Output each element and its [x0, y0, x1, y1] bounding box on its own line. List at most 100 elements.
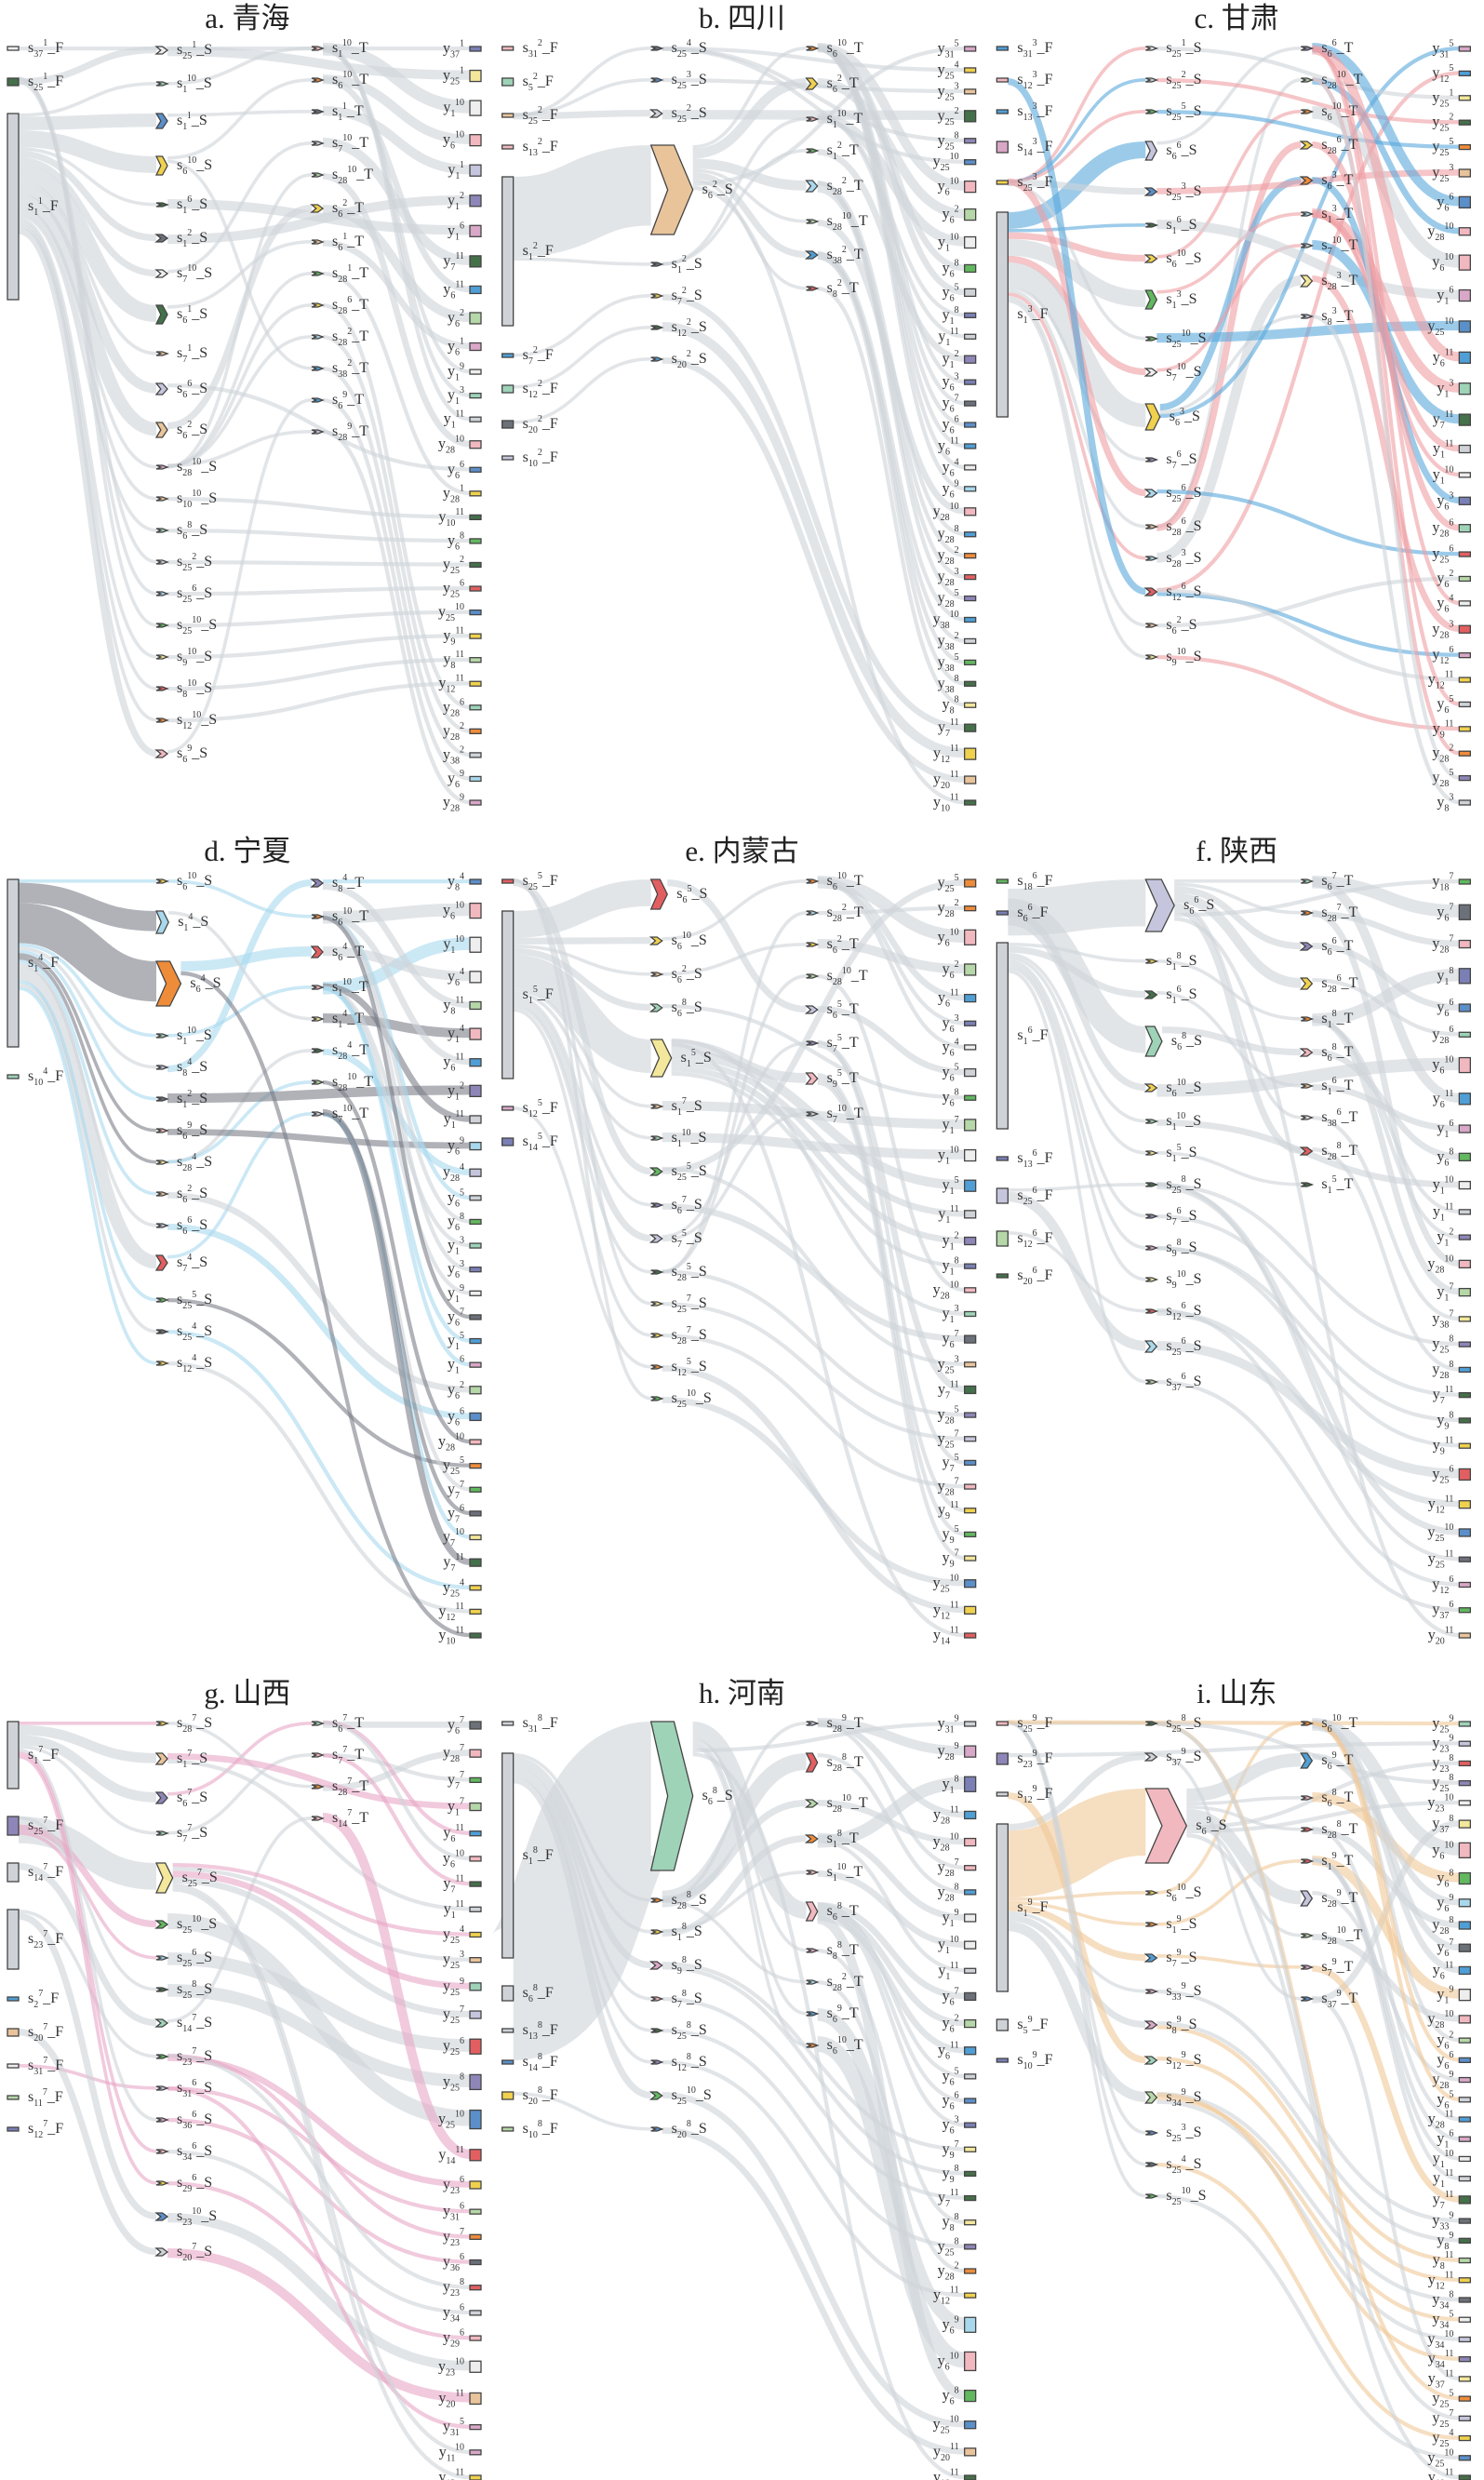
target-node[interactable]	[469, 585, 482, 592]
target-node[interactable]	[469, 2180, 482, 2190]
source-node[interactable]	[501, 2091, 515, 2100]
stage-s-node[interactable]	[650, 1897, 664, 1903]
target-node[interactable]	[964, 1310, 977, 1318]
target-node[interactable]	[469, 1931, 482, 1938]
target-node[interactable]	[964, 1436, 977, 1442]
stage-s-node[interactable]	[650, 1202, 664, 1208]
source-node[interactable]	[501, 910, 515, 1079]
target-node[interactable]	[964, 1210, 977, 1219]
stage-s-node[interactable]	[1143, 1083, 1158, 1093]
stage-t-node[interactable]	[310, 204, 325, 213]
source-node[interactable]	[996, 910, 1009, 916]
target-node[interactable]	[1458, 1031, 1471, 1038]
stage-t-node[interactable]	[806, 910, 820, 916]
target-node[interactable]	[469, 342, 482, 352]
source-node[interactable]	[996, 878, 1009, 884]
stage-s-node[interactable]	[650, 1269, 664, 1275]
stage-s-node[interactable]	[155, 1160, 169, 1165]
target-node[interactable]	[964, 1361, 977, 1368]
target-node[interactable]	[1458, 2455, 1471, 2461]
stage-s-node[interactable]	[1145, 2130, 1159, 2136]
target-node[interactable]	[964, 507, 977, 516]
source-node[interactable]	[996, 1156, 1009, 1161]
target-node[interactable]	[1458, 701, 1471, 708]
stage-t-node[interactable]	[311, 1816, 325, 1821]
target-node[interactable]	[964, 1094, 977, 1101]
stage-s-node[interactable]	[1145, 1922, 1159, 1927]
stage-s-node[interactable]	[154, 749, 169, 758]
target-node[interactable]	[964, 1263, 977, 1269]
stage-t-node[interactable]	[806, 942, 820, 947]
target-node[interactable]	[469, 2038, 482, 2055]
stage-t-node[interactable]	[1299, 942, 1314, 951]
source-node[interactable]	[501, 46, 515, 51]
target-node[interactable]	[1458, 1780, 1471, 1787]
stage-s-node[interactable]	[649, 1039, 673, 1078]
stage-s-node[interactable]	[154, 382, 168, 395]
stage-t-node[interactable]	[806, 116, 820, 122]
stage-t-node[interactable]	[311, 985, 325, 990]
source-node[interactable]	[996, 1721, 1009, 1726]
target-node[interactable]	[469, 100, 482, 116]
stage-s-node[interactable]	[155, 910, 169, 934]
stage-s-node[interactable]	[1145, 654, 1159, 660]
target-node[interactable]	[1458, 1316, 1471, 1322]
target-node[interactable]	[1458, 195, 1471, 209]
target-node[interactable]	[964, 2292, 977, 2299]
target-node[interactable]	[1458, 904, 1471, 920]
source-node[interactable]	[7, 1996, 20, 2002]
stage-s-node[interactable]	[155, 1987, 169, 1992]
stage-t-node[interactable]	[1301, 910, 1315, 916]
stage-s-node[interactable]	[155, 1361, 169, 1366]
target-node[interactable]	[1458, 2136, 1471, 2142]
target-node[interactable]	[469, 2073, 482, 2091]
target-node[interactable]	[1458, 2037, 1471, 2044]
source-node[interactable]	[501, 455, 515, 461]
target-node[interactable]	[1458, 677, 1471, 683]
target-node[interactable]	[469, 2208, 482, 2215]
stage-s-node[interactable]	[154, 304, 168, 325]
stage-s-node[interactable]	[650, 1364, 664, 1370]
stage-s-node[interactable]	[155, 1223, 169, 1228]
target-node[interactable]	[1458, 320, 1471, 333]
stage-t-node[interactable]	[311, 1111, 325, 1117]
target-node[interactable]	[1458, 2297, 1471, 2303]
stage-t-node[interactable]	[804, 1005, 819, 1014]
stage-t-node[interactable]	[806, 973, 820, 979]
target-node[interactable]	[1458, 878, 1471, 885]
stage-s-node[interactable]	[1145, 1213, 1159, 1219]
source-node[interactable]	[7, 2126, 20, 2132]
stage-s-node[interactable]	[155, 623, 169, 628]
source-node[interactable]	[996, 211, 1009, 418]
target-node[interactable]	[964, 1810, 977, 1820]
target-node[interactable]	[469, 1982, 482, 1991]
source-node[interactable]	[501, 176, 515, 327]
target-node[interactable]	[964, 1287, 977, 1294]
target-node[interactable]	[469, 2259, 482, 2266]
target-node[interactable]	[1458, 2434, 1471, 2442]
target-node[interactable]	[469, 680, 482, 687]
stage-s-node[interactable]	[1145, 2162, 1159, 2167]
target-node[interactable]	[1458, 1392, 1471, 1399]
stage-s-node[interactable]	[155, 1329, 169, 1334]
source-node[interactable]	[996, 1230, 1009, 1247]
target-node[interactable]	[964, 2420, 977, 2430]
stage-s-node[interactable]	[155, 878, 169, 884]
target-node[interactable]	[1458, 227, 1471, 236]
stage-s-node[interactable]	[155, 717, 169, 723]
target-node[interactable]	[469, 1115, 482, 1124]
stage-s-node[interactable]	[154, 234, 169, 243]
target-node[interactable]	[964, 531, 977, 538]
target-node[interactable]	[964, 263, 977, 274]
source-node[interactable]	[7, 1909, 20, 1970]
target-node[interactable]	[469, 752, 482, 758]
stage-s-node[interactable]	[648, 1167, 663, 1176]
stage-s-node[interactable]	[648, 936, 663, 945]
stage-s-node[interactable]	[1145, 1379, 1159, 1385]
target-node[interactable]	[469, 1510, 482, 1517]
target-node[interactable]	[1458, 939, 1471, 949]
stage-s-node[interactable]	[155, 1830, 169, 1836]
target-node[interactable]	[469, 1412, 482, 1422]
stage-s-node[interactable]	[155, 1033, 169, 1039]
source-node[interactable]	[996, 1187, 1009, 1204]
